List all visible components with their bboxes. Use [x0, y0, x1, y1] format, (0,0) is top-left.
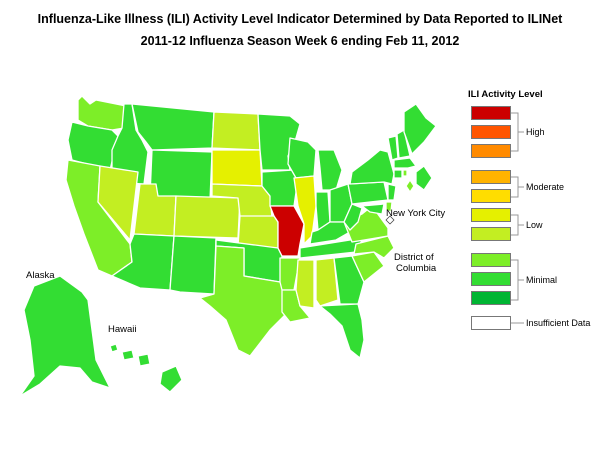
legend-swatch-2: [471, 125, 511, 139]
state-puerto-rico-inset: [415, 165, 433, 191]
label-hawaii: Hawaii: [108, 324, 137, 335]
label-new-york-city: New York City: [386, 208, 445, 219]
bracket-minimal: [511, 259, 519, 301]
state-hawaii-1: [109, 343, 119, 353]
legend-label-low: Low: [526, 220, 543, 230]
legend-label-high: High: [526, 127, 545, 137]
legend-swatch-5: [471, 189, 511, 203]
state-alaska: [19, 275, 111, 397]
state-hawaii-3: [137, 353, 151, 367]
legend-swatch-4: [471, 170, 511, 184]
state-nevada: [97, 165, 139, 241]
bracket-low: [511, 214, 519, 236]
state-new-hampshire: [396, 129, 411, 159]
state-massachusetts: [393, 157, 417, 169]
state-delaware: [385, 201, 393, 213]
state-missouri: [269, 205, 305, 257]
legend-swatch-10: [471, 291, 511, 305]
legend-swatch-6: [471, 208, 511, 222]
legend-swatch-1: [471, 106, 511, 120]
legend-label-insufficient-data: Insufficient Data: [526, 318, 591, 328]
label-alaska: Alaska: [26, 270, 55, 281]
bracket-high: [511, 112, 519, 152]
legend-swatch-3: [471, 144, 511, 158]
state-new-mexico: [169, 235, 217, 295]
legend-swatch-8: [471, 253, 511, 267]
state-georgia: [333, 255, 365, 305]
state-maine: [403, 103, 437, 155]
state-dc: [385, 215, 395, 225]
state-west-virginia: [343, 203, 363, 231]
legend-label-minimal: Minimal: [526, 275, 558, 285]
state-vermont: [387, 135, 399, 161]
state-mississippi: [295, 259, 315, 309]
legend-swatch-11: [471, 316, 511, 330]
legend-title: ILI Activity Level: [468, 89, 543, 100]
state-alabama: [315, 257, 339, 307]
label-dc-line2: Columbia: [396, 263, 437, 274]
state-texas: [199, 245, 293, 357]
state-rhode-island: [402, 169, 408, 177]
state-nyc: [405, 179, 415, 193]
state-virginia: [343, 205, 389, 243]
legend-swatch-7: [471, 227, 511, 241]
bracket-moderate: [511, 176, 519, 198]
label-dc-line1: District of: [394, 252, 434, 263]
state-illinois: [293, 175, 317, 245]
legend-swatch-9: [471, 272, 511, 286]
state-hawaii-2: [121, 349, 135, 361]
state-maryland: [361, 203, 385, 215]
state-florida: [319, 303, 365, 359]
state-connecticut: [393, 169, 403, 179]
state-new-jersey: [387, 183, 397, 201]
legend-label-moderate: Moderate: [526, 182, 565, 192]
map-title: Influenza-Like Illness (ILI) Activity Le…: [37, 12, 563, 26]
map-subtitle: 2011-12 Influenza Season Week 6 ending F…: [140, 34, 460, 48]
state-hawaii-big-island: [159, 365, 183, 393]
